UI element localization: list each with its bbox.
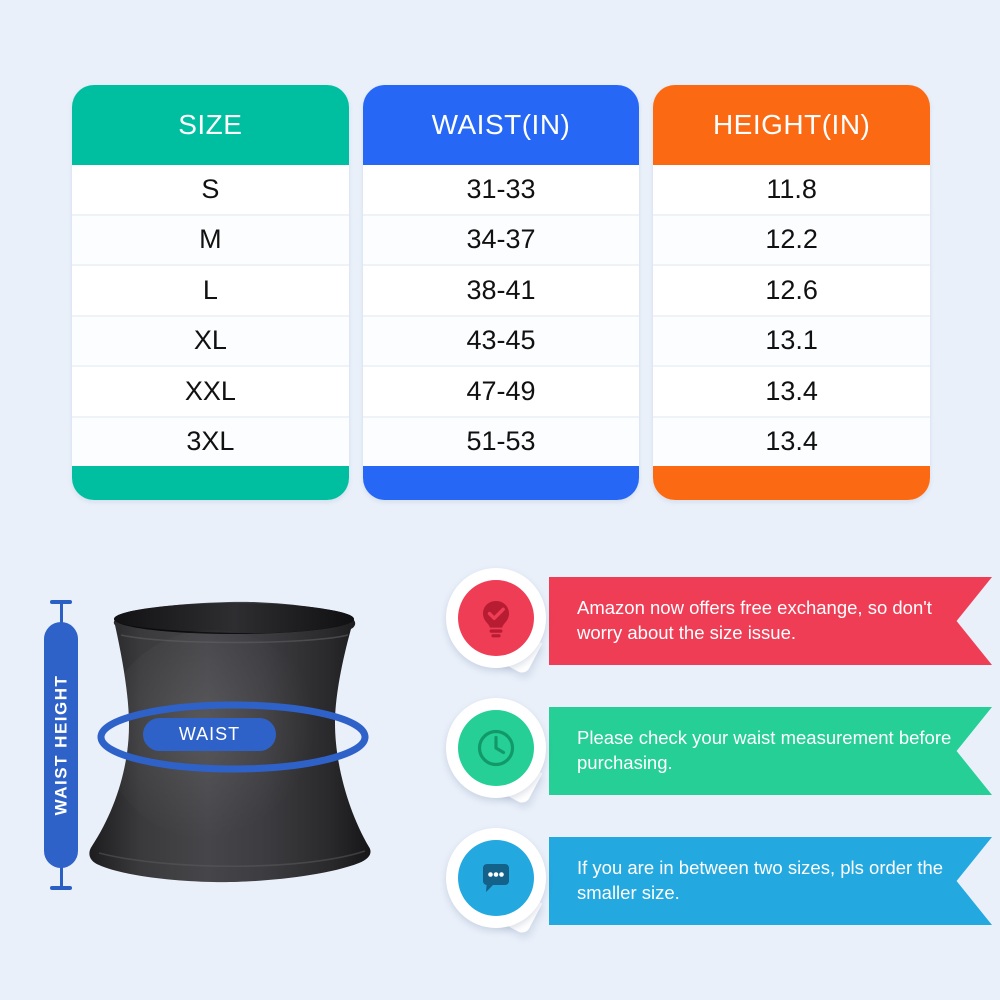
waist-height-label: WAIST HEIGHT bbox=[51, 674, 70, 816]
table-cell-size: L bbox=[72, 266, 349, 317]
belt-stitch-bottom bbox=[98, 850, 366, 868]
waist-height-label-pill: WAIST HEIGHT bbox=[44, 622, 78, 868]
table-cell-waist: 31-33 bbox=[362, 165, 640, 216]
waist-label-pill: WAIST bbox=[143, 718, 276, 751]
info-banner-icon-bubble bbox=[440, 695, 552, 807]
info-banner-text: If you are in between two sizes, pls ord… bbox=[549, 837, 992, 925]
column-footer-waist bbox=[362, 466, 640, 500]
info-banner-icon-bubble bbox=[440, 565, 552, 677]
column-body-height: 11.8 12.2 12.6 13.1 13.4 13.4 bbox=[653, 165, 931, 466]
info-banner-text: Please check your waist measurement befo… bbox=[549, 707, 992, 795]
table-cell-height: 13.1 bbox=[653, 316, 931, 367]
column-footer-height bbox=[653, 466, 931, 500]
info-banner-text: Amazon now offers free exchange, so don'… bbox=[549, 577, 992, 665]
table-cell-size: 3XL bbox=[72, 417, 349, 466]
lightbulb-check-icon bbox=[458, 580, 534, 656]
waist-label: WAIST bbox=[178, 724, 241, 744]
info-banner-list: Amazon now offers free exchange, so don'… bbox=[437, 560, 992, 965]
table-cell-height: 12.2 bbox=[653, 215, 931, 266]
size-chart-column-size: SIZE S M L XL XXL 3XL bbox=[72, 85, 349, 500]
table-cell-waist: 34-37 bbox=[362, 215, 640, 266]
info-banner-icon-bubble bbox=[440, 825, 552, 937]
table-cell-height: 13.4 bbox=[653, 417, 931, 466]
column-body-size: S M L XL XXL 3XL bbox=[72, 165, 349, 466]
info-banner: Please check your waist measurement befo… bbox=[437, 695, 992, 806]
table-cell-height: 12.6 bbox=[653, 266, 931, 317]
info-banner: Amazon now offers free exchange, so don'… bbox=[437, 565, 992, 676]
column-header-waist: WAIST(IN) bbox=[362, 85, 640, 165]
table-cell-size: XL bbox=[72, 316, 349, 367]
size-chart-table: SIZE S M L XL XXL 3XL WAIST(IN) 31-33 34… bbox=[72, 85, 931, 500]
table-cell-size: XXL bbox=[72, 367, 349, 418]
belt-top-rim bbox=[114, 603, 354, 634]
gauge-cap-bottom bbox=[50, 886, 72, 890]
column-header-height: HEIGHT(IN) bbox=[653, 85, 931, 165]
waist-ring-front bbox=[97, 733, 369, 773]
table-cell-size: S bbox=[72, 165, 349, 216]
column-body-waist: 31-33 34-37 38-41 43-45 47-49 51-53 bbox=[362, 165, 640, 466]
table-cell-height: 13.4 bbox=[653, 367, 931, 418]
table-cell-waist: 43-45 bbox=[362, 316, 640, 367]
info-banner: If you are in between two sizes, pls ord… bbox=[437, 825, 992, 936]
chat-bubble-icon bbox=[458, 840, 534, 916]
size-chart-column-waist: WAIST(IN) 31-33 34-37 38-41 43-45 47-49 … bbox=[362, 85, 640, 500]
waist-height-measure-gauge: WAIST HEIGHT bbox=[41, 600, 81, 890]
table-cell-waist: 38-41 bbox=[362, 266, 640, 317]
clock-icon bbox=[458, 710, 534, 786]
table-cell-waist: 47-49 bbox=[362, 367, 640, 418]
table-cell-waist: 51-53 bbox=[362, 417, 640, 466]
product-illustration: WAIST HEIGHT bbox=[15, 565, 425, 965]
column-header-size: SIZE bbox=[72, 85, 349, 165]
gauge-cap-top bbox=[50, 600, 72, 604]
table-cell-height: 11.8 bbox=[653, 165, 931, 216]
waist-ring-back bbox=[97, 701, 369, 741]
size-chart-column-height: HEIGHT(IN) 11.8 12.2 12.6 13.1 13.4 13.4 bbox=[653, 85, 931, 500]
table-cell-size: M bbox=[72, 215, 349, 266]
column-footer-size bbox=[72, 466, 349, 500]
